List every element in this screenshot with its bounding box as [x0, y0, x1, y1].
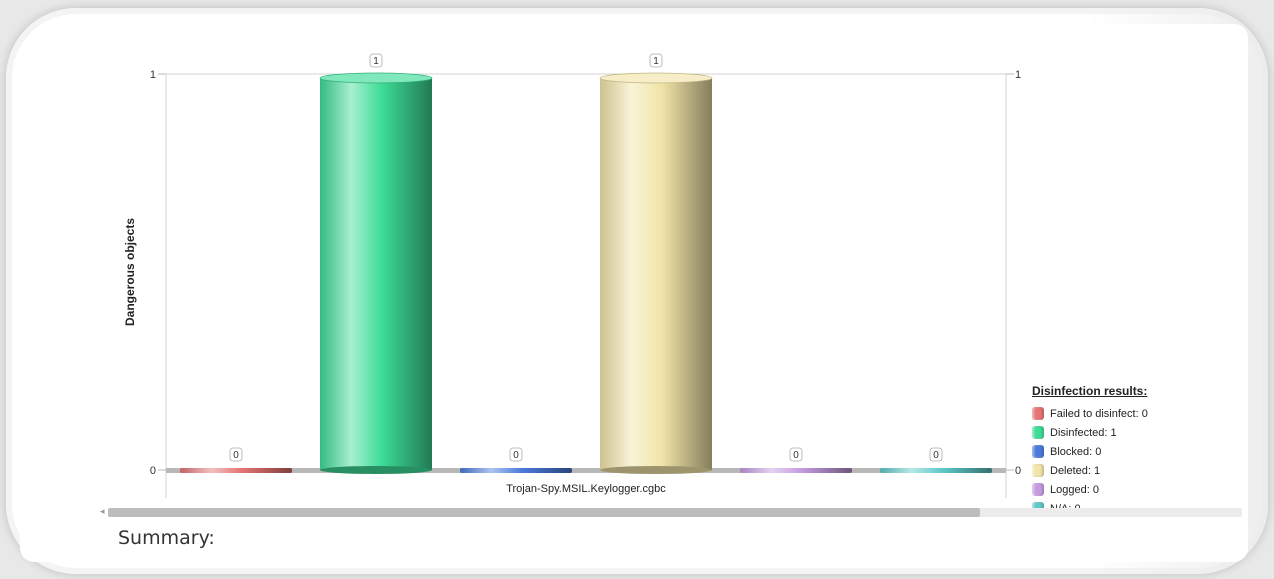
value-label: 0: [513, 450, 519, 461]
scrollbar-thumb[interactable]: [108, 508, 980, 517]
legend-item: Disinfected: 1: [1032, 423, 1192, 442]
bar-5: [740, 468, 852, 473]
legend-label: Disinfected: 1: [1050, 426, 1117, 439]
legend-item: Deleted: 1: [1032, 461, 1192, 480]
bar-top-cap: [319, 72, 433, 84]
legend-swatch: [1032, 426, 1044, 439]
legend-swatch: [1032, 464, 1044, 477]
horizontal-scrollbar[interactable]: [108, 508, 1242, 517]
legend-swatch: [1032, 407, 1044, 420]
value-label: 1: [373, 56, 379, 67]
bar-1: [180, 468, 292, 473]
bar-bottom-cap: [600, 466, 712, 474]
value-label-box: [929, 447, 943, 462]
bar-6: [880, 468, 992, 473]
legend-label: Blocked: 0: [1050, 445, 1102, 458]
value-label: 0: [233, 450, 239, 461]
bar-bottom-cap: [320, 466, 432, 474]
y-tick-label: 0: [150, 465, 156, 477]
legend-item: Logged: 0: [1032, 480, 1192, 499]
legend-swatch: [1032, 445, 1044, 458]
y-tick-label: 1: [150, 69, 156, 81]
value-label-box: [369, 53, 383, 68]
legend-item: Failed to disinfect: 0: [1032, 404, 1192, 423]
x-axis-floor: [166, 468, 1006, 473]
summary-heading: Summary:: [118, 527, 215, 549]
bar-2: [320, 78, 432, 470]
plot-area: [158, 73, 1014, 498]
value-label-box: [649, 53, 663, 68]
legend-swatch: [1032, 483, 1044, 496]
legend-label: Logged: 0: [1050, 483, 1099, 496]
y2-tick-label: 1: [1015, 69, 1021, 81]
scroll-left-arrow-icon[interactable]: ◂: [100, 506, 105, 516]
legend-label: Failed to disinfect: 0: [1050, 407, 1148, 420]
value-label: 0: [793, 450, 799, 461]
y2-tick-label: 0: [1015, 465, 1021, 477]
bar-3: [460, 468, 572, 473]
legend: Disinfection results: Failed to disinfec…: [1032, 384, 1192, 518]
value-label-box: [229, 447, 243, 462]
value-label: 0: [933, 450, 939, 461]
value-label-box: [509, 447, 523, 462]
bar-top-cap: [599, 72, 713, 84]
value-label: 1: [653, 56, 659, 67]
bar-4: [600, 78, 712, 470]
x-category-label: Trojan-Spy.MSIL.Keylogger.cgbc: [506, 483, 666, 495]
legend-title: Disinfection results:: [1032, 384, 1148, 398]
legend-label: Deleted: 1: [1050, 464, 1101, 477]
legend-item: Blocked: 0: [1032, 442, 1192, 461]
value-label-box: [789, 447, 803, 462]
y-axis-label: Dangerous objects: [123, 218, 137, 326]
